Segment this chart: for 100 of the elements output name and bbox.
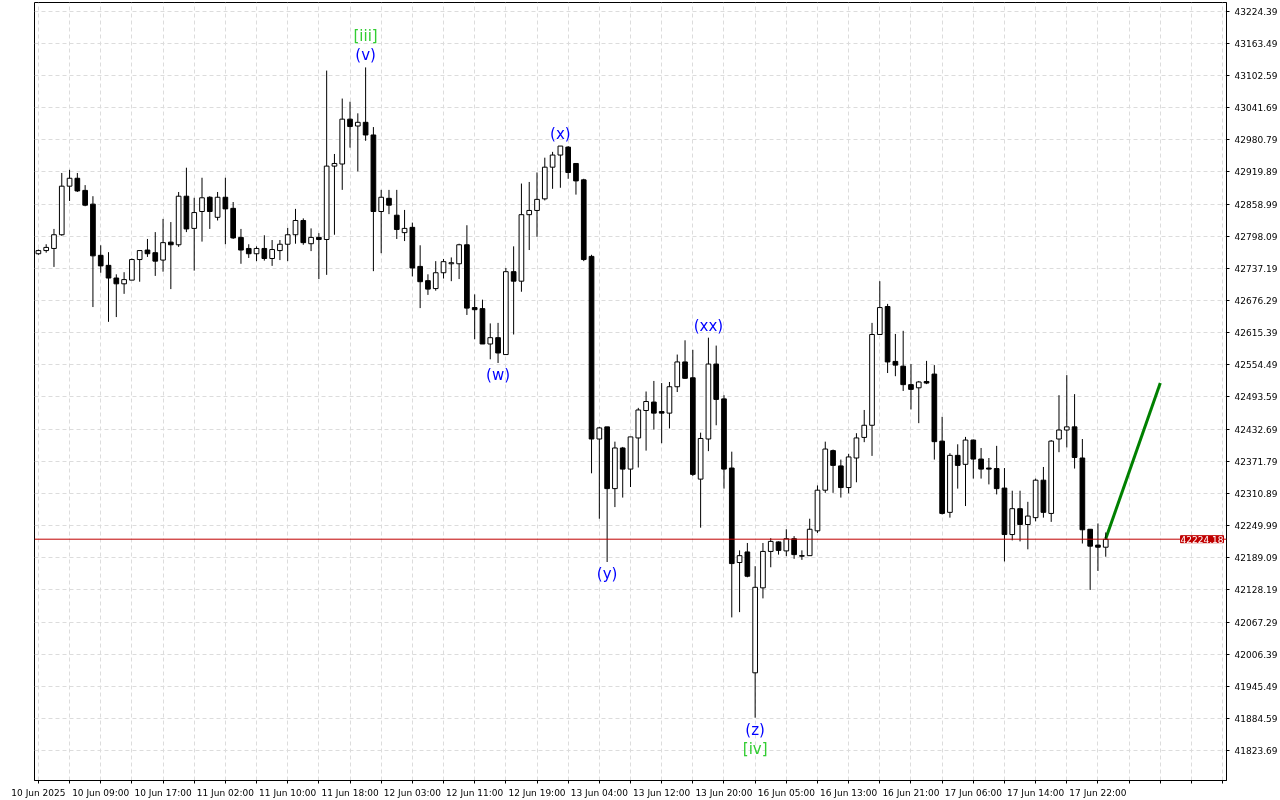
candlestick [549,151,556,190]
candlestick [113,273,120,318]
candlestick [986,457,992,485]
candlestick [915,380,922,424]
candlestick [767,537,774,568]
candlestick [900,330,907,392]
candlestick [619,446,626,499]
y-tick-label: 42189.09 [1234,553,1278,564]
candlestick [425,273,431,296]
y-tick-label: 42493.59 [1234,392,1278,403]
candlestick [487,322,494,360]
candlestick [386,189,392,215]
x-tick-label: 12 Jun 11:00 [446,787,504,798]
y-tick-label: 43102.59 [1234,71,1278,82]
candlestick [557,145,564,189]
candlestick [191,197,198,272]
ref-line-label: 42224.18 [1180,534,1224,545]
candlestick [908,363,914,410]
candlestick [331,153,338,236]
candlestick [1102,531,1109,558]
candlestick [799,549,805,561]
candlestick [284,227,291,262]
candlestick [152,231,159,277]
annotation: (x) [550,125,571,144]
y-tick-label: 42798.09 [1234,231,1278,242]
candlestick [1063,374,1070,448]
candlestick [199,177,205,243]
candlestick [238,228,244,265]
candlestick [432,260,439,292]
candlestick [643,391,649,452]
candlestick [206,195,213,230]
candlestick [651,380,657,430]
candlestick [456,243,462,280]
x-tick-label: 16 Jun 05:00 [757,787,816,798]
candlestick [393,189,400,240]
candlestick [861,409,868,443]
candlestick [495,322,501,364]
annotation: [iv] [742,739,768,758]
candlestick [121,271,127,295]
candlestick [269,239,275,267]
x-tick-label: 16 Jun 21:00 [882,787,940,798]
candlestick [978,447,984,480]
candlestick [417,244,423,309]
candlestick [362,66,369,142]
candlestick [160,218,166,273]
y-tick-label: 42067.29 [1234,617,1278,628]
candlestick [316,232,322,280]
y-tick-label: 42432.69 [1234,424,1278,435]
y-tick-label: 42615.39 [1234,328,1278,339]
y-tick-label: 42249.99 [1234,521,1278,532]
candlestick [682,339,688,380]
candlestick [526,181,533,251]
candlestick [308,227,314,252]
candlestick [354,112,361,172]
candlestick [51,228,57,268]
x-tick-label: 10 Jun 09:00 [72,787,130,798]
candlestick [1056,394,1062,453]
x-tick-label: 11 Jun 10:00 [259,787,317,798]
candlestick [830,449,836,494]
annotation: (w) [486,366,511,384]
candlestick [277,239,283,261]
candlestick [1025,501,1031,550]
candlestick [573,162,579,196]
y-tick-label: 42858.99 [1234,199,1278,210]
x-tick-label: 13 Jun 04:00 [570,787,629,798]
y-tick-label: 41945.49 [1234,681,1278,692]
x-tick-label: 10 Jun 2025 [11,787,66,798]
x-tick-label: 17 Jun 06:00 [944,787,1003,798]
x-tick-label: 12 Jun 03:00 [383,787,442,798]
candlestick [838,459,844,499]
annotation: (xx) [693,316,724,335]
y-tick-label: 41823.69 [1234,746,1278,757]
candlestick [534,171,540,238]
y-tick-label: 42554.49 [1234,360,1278,371]
candlestick [791,535,797,560]
candlestick [97,244,104,274]
y-tick-label: 42006.39 [1234,649,1278,660]
candlestick [954,443,961,490]
x-tick-label: 17 Jun 14:00 [1007,787,1065,798]
y-tick-label: 43163.49 [1234,38,1278,49]
y-tick-label: 42980.79 [1234,135,1278,146]
y-tick-label: 43041.69 [1234,103,1278,114]
annotation: (v) [355,46,376,65]
candlestick [1087,528,1093,591]
annotation: (y) [596,564,618,583]
y-tick-label: 42310.89 [1234,488,1278,499]
candlestick [1017,490,1023,542]
y-tick-label: 42737.19 [1234,263,1278,274]
annotation: [iii] [353,27,378,46]
candlestick [970,439,977,480]
annotation: (z) [745,720,765,739]
candlestick [129,257,135,281]
x-tick-label: 11 Jun 18:00 [321,787,379,798]
x-tick-label: 10 Jun 17:00 [134,787,192,798]
x-tick-label: 12 Jun 19:00 [508,787,566,798]
candlestick [378,189,385,254]
candlestick [1095,522,1101,572]
x-tick-label: 16 Jun 13:00 [820,787,878,798]
x-tick-label: 13 Jun 12:00 [633,787,691,798]
candlestick [105,251,112,323]
